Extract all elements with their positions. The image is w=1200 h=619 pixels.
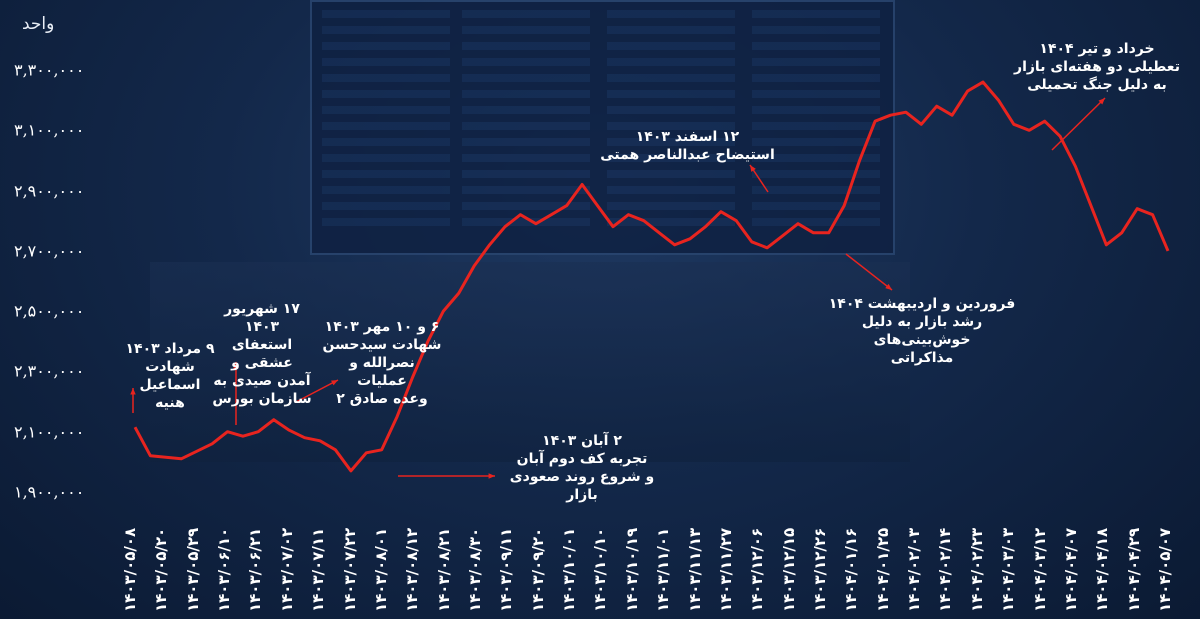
annotation-line: اسماعیل هنیه: [139, 377, 201, 411]
annotation-line: مذاکراتی: [890, 350, 954, 366]
annotation-line: شهادت سیدحسن: [322, 337, 442, 353]
annotation-arrow: [295, 379, 339, 403]
y-tick-label: ۲,۵۰۰,۰۰۰: [14, 301, 85, 321]
annotation-line: شهادت: [145, 359, 195, 375]
y-tick-label: ۲,۱۰۰,۰۰۰: [14, 422, 85, 442]
annotation-label: ۶ و ۱۰ مهر ۱۴۰۳ شهادت سیدحسن نصرالله و عمل…: [322, 318, 442, 408]
annotation-line: تجربه کف دوم آبان: [516, 451, 648, 467]
annotation-line: ۶ و ۱۰ مهر ۱۴۰۳: [324, 319, 440, 335]
annotation-arrowhead: [885, 283, 892, 290]
annotation-line: خرداد و تیر ۱۴۰۴: [1039, 41, 1155, 57]
y-tick-label: ۳,۱۰۰,۰۰۰: [14, 120, 85, 140]
annotation-line: آمدن صیدی به: [213, 373, 311, 389]
annotation-line: استیضاح عبدالناصر همتی: [600, 147, 775, 163]
y-tick-label: ۲,۷۰۰,۰۰۰: [14, 241, 85, 261]
annotation-line: به دلیل جنگ تحمیلی: [1027, 77, 1167, 93]
annotation-label: فروردین و اردیبهشت ۱۴۰۴ رشد بازار به دلیل…: [822, 295, 1022, 367]
series-line: [133, 80, 1170, 473]
annotation-line: تعطیلی دو هفته‌ای بازار: [1014, 59, 1180, 75]
annotation-label: ۹ مرداد ۱۴۰۳ شهادت اسماعیل هنیه: [125, 340, 215, 412]
annotation-line: سازمان بورس: [212, 391, 312, 407]
annotation-line: و شروع روند صعودی بازار: [509, 469, 655, 503]
annotation-label: ۱۲ اسفند ۱۴۰۳ استیضاح عبدالناصر همتی: [600, 128, 775, 164]
annotation-arrowhead: [233, 362, 239, 369]
annotation-line: ۱۷ شهریور ۱۴۰۳: [224, 301, 300, 335]
annotation-line: فروردین و اردیبهشت ۱۴۰۴: [828, 296, 1016, 312]
annotation-arrow: [845, 253, 893, 291]
background-stock-board-image: [310, 0, 895, 255]
annotation-line: وعده صادق ۲: [336, 391, 428, 407]
annotation-label: خرداد و تیر ۱۴۰۴ تعطیلی دو هفته‌ای بازار ب…: [1012, 40, 1182, 94]
annotation-label: ۲ آبان ۱۴۰۳ تجربه کف دوم آبان و شروع روند …: [492, 432, 672, 504]
annotation-arrowhead: [488, 473, 495, 479]
annotation-line: ۹ مرداد ۱۴۰۳: [125, 341, 215, 357]
annotation-line: رشد بازار به دلیل خوش‌بینی‌های: [861, 314, 983, 348]
annotation-arrowhead: [130, 388, 136, 395]
annotation-arrowhead: [1098, 98, 1105, 105]
annotation-line: استعفای عشقی و: [231, 337, 293, 371]
annotation-line: ۲ آبان ۱۴۰۳: [542, 433, 622, 449]
y-tick-label: ۲,۳۰۰,۰۰۰: [14, 361, 85, 381]
y-tick-label: ۱,۹۰۰,۰۰۰: [14, 482, 85, 502]
annotation-arrow: [1051, 97, 1106, 151]
y-axis-unit-label: واحد: [22, 14, 55, 34]
annotation-line: ۱۲ اسفند ۱۴۰۳: [635, 129, 740, 145]
annotation-arrowhead: [331, 380, 338, 386]
annotation-line: نصرالله و عملیات: [349, 355, 415, 389]
annotation-arrowhead: [750, 165, 756, 172]
background-lobby-image: [150, 262, 910, 462]
annotation-label: ۱۷ شهریور ۱۴۰۳ استعفای عشقی و آمدن صیدی به…: [212, 300, 312, 408]
y-tick-label: ۳,۳۰۰,۰۰۰: [14, 60, 85, 80]
y-tick-label: ۲,۹۰۰,۰۰۰: [14, 181, 85, 201]
